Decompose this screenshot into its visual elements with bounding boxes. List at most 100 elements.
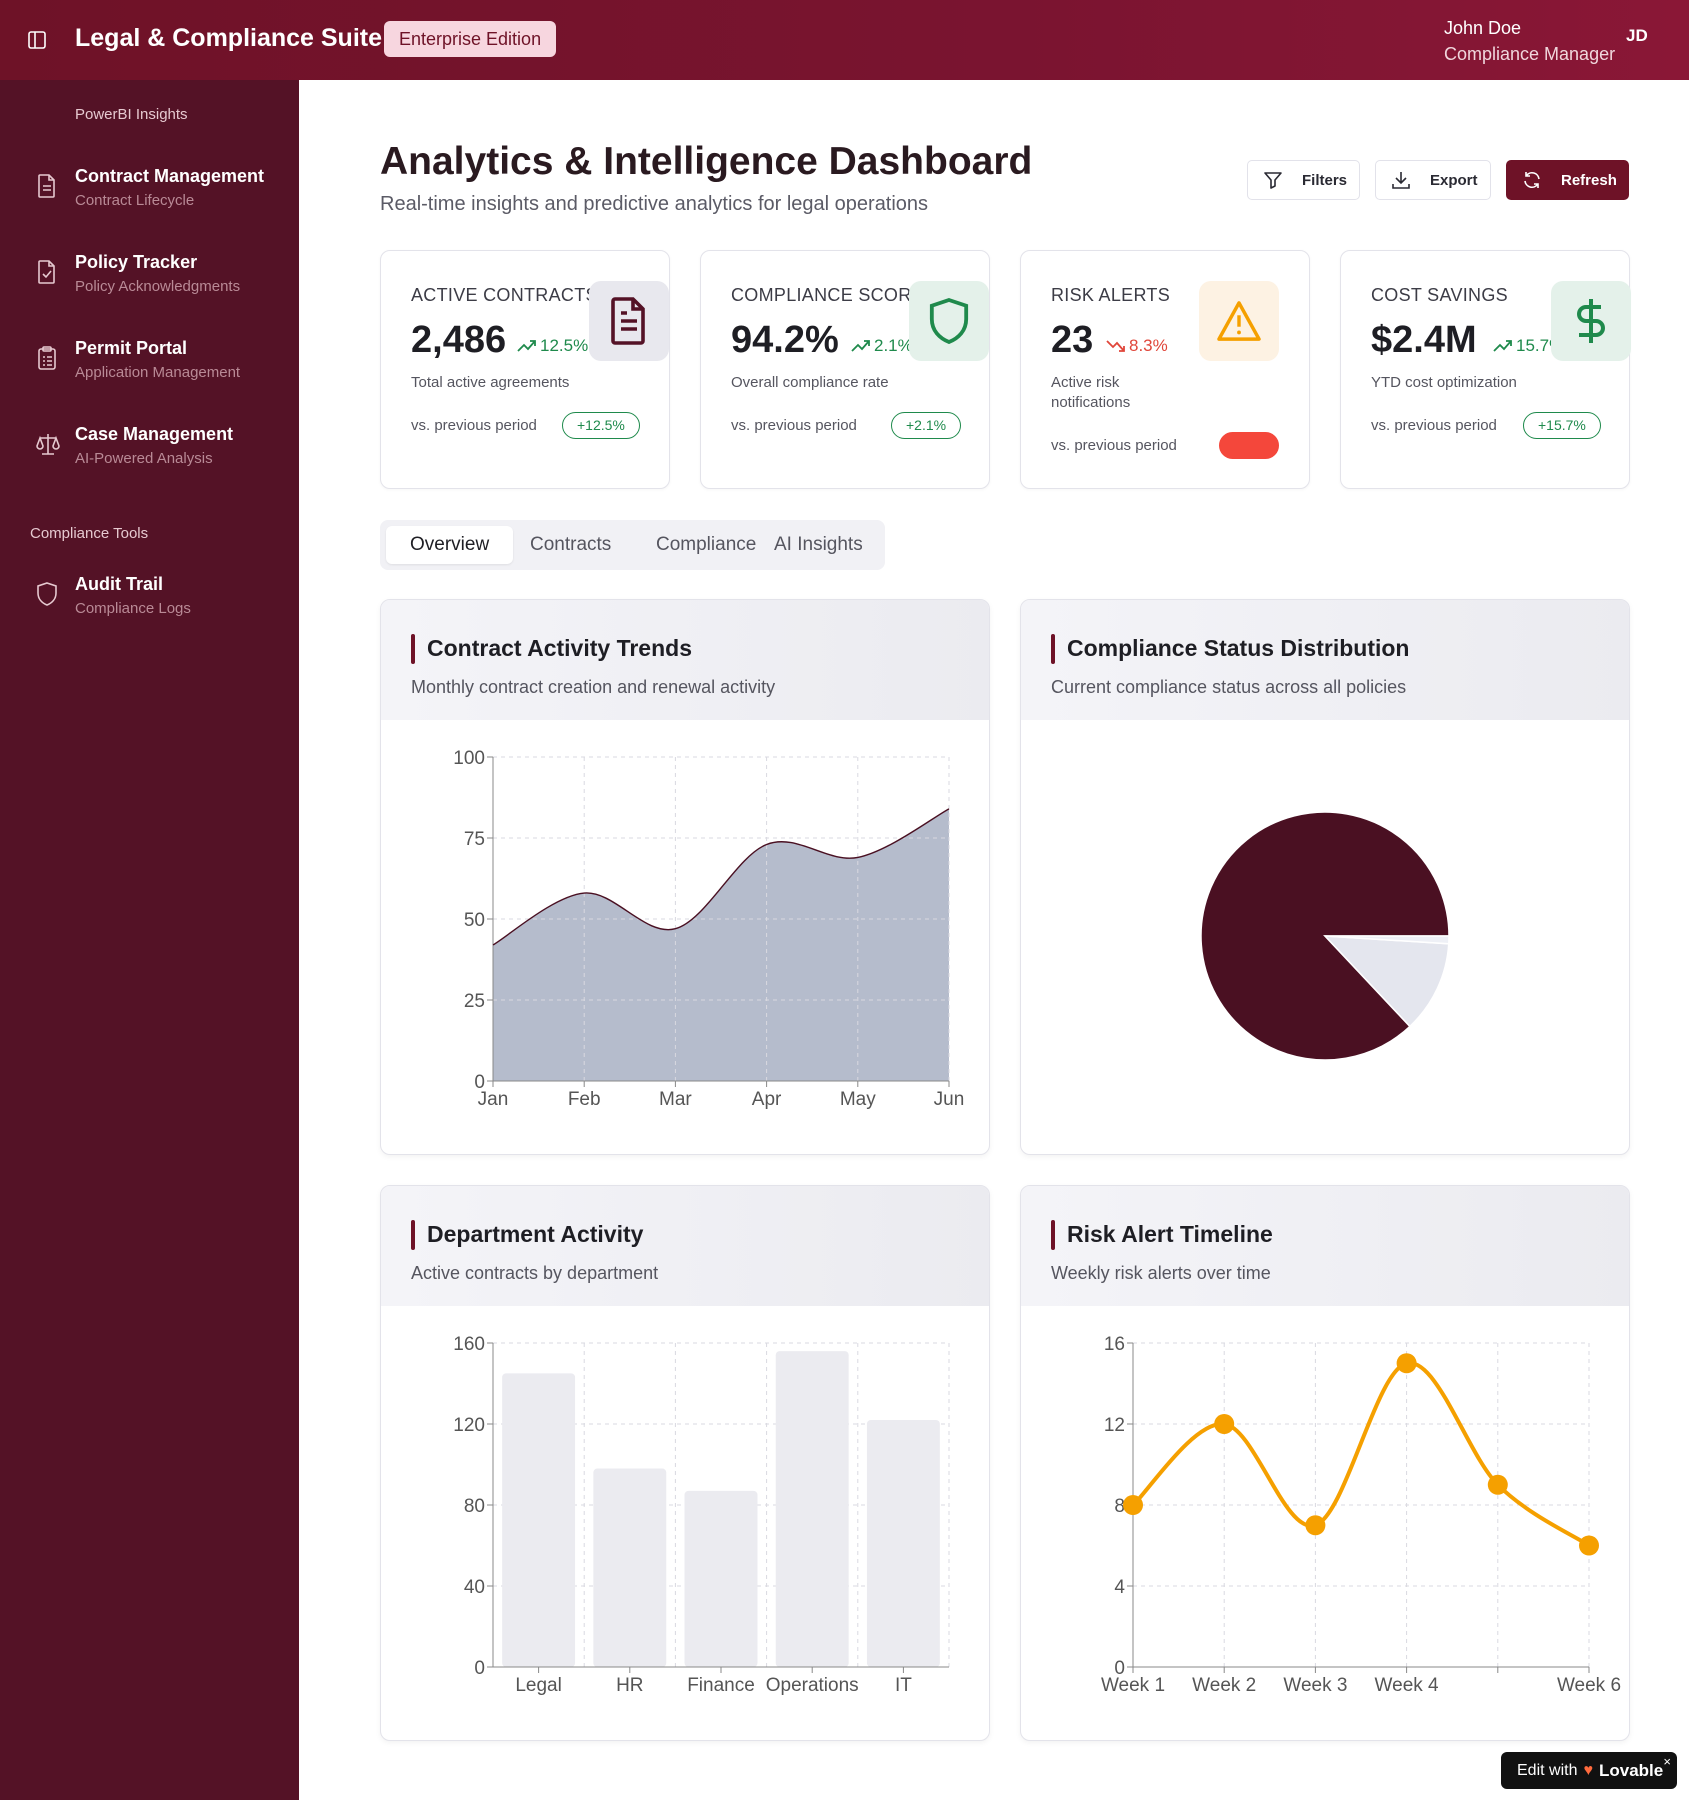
kpi-comparison: vs. previous period <box>1371 417 1497 434</box>
card-subtitle: Current compliance status across all pol… <box>1051 677 1407 697</box>
x-tick-label: May <box>840 1089 876 1110</box>
top-header: Legal & Compliance Suite Enterprise Edit… <box>0 0 1689 80</box>
warning-icon <box>1199 281 1279 361</box>
kpi-change-pill: +15.7% <box>1523 412 1601 439</box>
refresh-button[interactable]: Refresh <box>1506 160 1629 200</box>
sidebar-item-contract-management[interactable]: Contract Management Contract Lifecycle <box>0 160 299 230</box>
data-point <box>1396 1353 1417 1374</box>
sidebar-item-title: Contract Management <box>75 166 265 186</box>
sidebar-item-audit-trail[interactable]: Audit Trail Compliance Logs <box>0 568 299 638</box>
sidebar-item-case-management[interactable]: Case Management AI-Powered Analysis <box>0 418 299 488</box>
card-department-activity: Department Activity Active contracts by … <box>380 1185 990 1741</box>
kpi-label: RISK ALERTS <box>1051 285 1171 305</box>
kpi-change-pill: +2.1% <box>891 412 962 439</box>
sidebar-item-policy-tracker[interactable]: Policy Tracker Policy Acknowledgments <box>0 246 299 316</box>
tab-overview[interactable]: Overview <box>386 526 514 564</box>
accent-bar <box>411 1220 415 1250</box>
user-name: John Doe <box>1444 18 1522 38</box>
kpi-comparison: vs. previous period <box>1051 437 1177 454</box>
y-tick-label: 75 <box>464 829 485 850</box>
accent-bar <box>1051 1220 1055 1250</box>
x-tick-label: Apr <box>752 1089 782 1110</box>
tab-compliance[interactable]: Compliance <box>656 534 757 555</box>
sidebar-item-title: Policy Tracker <box>75 252 198 272</box>
user-role: Compliance Manager <box>1444 44 1616 64</box>
shield-icon <box>909 281 989 361</box>
tab-ai-insights[interactable]: AI Insights <box>774 534 863 555</box>
refresh-label: Refresh <box>1561 171 1617 189</box>
data-point <box>1579 1535 1599 1556</box>
dashboard-tabs: Overview Contracts Compliance AI Insight… <box>380 520 885 570</box>
avatar[interactable]: JD <box>1626 26 1648 45</box>
y-tick-label: 0 <box>474 1658 485 1679</box>
edition-badge: Enterprise Edition <box>384 21 557 57</box>
card-subtitle: Active contracts by department <box>411 1263 659 1283</box>
pie-slice <box>1200 811 1450 1061</box>
document-icon <box>36 174 58 198</box>
pie-slice <box>1324 935 1450 945</box>
filters-label: Filters <box>1302 171 1348 189</box>
kpi-value: 23 <box>1051 319 1094 361</box>
data-point <box>1305 1515 1326 1536</box>
x-tick-label: Week 1 <box>1101 1675 1165 1696</box>
pie-slice <box>1323 935 1450 1028</box>
y-tick-label: 120 <box>453 1415 485 1436</box>
x-tick-label: Jan <box>478 1089 509 1110</box>
sidebar-item-title: Permit Portal <box>75 338 188 358</box>
kpi-description: Overall compliance rate <box>731 374 889 391</box>
sidebar-item-permit-portal[interactable]: Permit Portal Application Management <box>0 332 299 402</box>
x-tick-label: Operations <box>766 1675 859 1696</box>
kpi-trend-value: 12.5% <box>540 336 589 355</box>
kpi-description: Active risk notifications <box>1051 374 1131 411</box>
kpi-trend: 2.1% <box>851 336 913 356</box>
kpi-trend: 8.3% <box>1106 336 1168 356</box>
data-point <box>1214 1414 1235 1434</box>
card-risk-timeline: Risk Alert Timeline Weekly risk alerts o… <box>1020 1185 1630 1741</box>
risk-line-chart: 0 4 8 12 16 Week 1 Week 2 Week 3 Week 4 Week 6 <box>1101 1334 1621 1696</box>
card-title: Contract Activity Trends <box>427 635 692 661</box>
dollar-icon <box>1551 281 1631 361</box>
y-tick-label: 12 <box>1104 1415 1125 1436</box>
file-check-icon <box>36 260 58 284</box>
tab-contracts[interactable]: Contracts <box>530 534 612 555</box>
kpi-comparison: vs. previous period <box>411 417 537 434</box>
y-tick-label: 0 <box>1114 1658 1125 1679</box>
y-tick-label: 80 <box>464 1496 485 1517</box>
kpi-risk-alerts: RISK ALERTS 23 8.3% Active risk notifica… <box>1020 250 1310 489</box>
y-tick-label: 50 <box>464 910 485 931</box>
sidebar-item-subtitle: Policy Acknowledgments <box>75 278 241 295</box>
edit-with-lovable-badge[interactable]: Edit with ♥ Lovable × <box>1501 1752 1677 1789</box>
kpi-change-pill: +12.5% <box>562 412 640 439</box>
sidebar-item-subtitle: AI-Powered Analysis <box>75 450 213 467</box>
x-tick-label: Finance <box>687 1675 755 1696</box>
document-icon <box>589 281 669 361</box>
x-tick-label: IT <box>895 1675 912 1696</box>
page-title: Analytics & Intelligence Dashboard <box>380 140 1033 183</box>
bar <box>684 1490 758 1667</box>
sidebar-toggle-icon[interactable] <box>28 31 46 49</box>
export-button[interactable]: Export <box>1375 160 1491 200</box>
filter-icon <box>1264 172 1282 189</box>
x-tick-label: Feb <box>568 1089 601 1110</box>
card-subtitle: Monthly contract creation and renewal ac… <box>411 677 776 697</box>
lovable-brand: Lovable <box>1598 1760 1664 1780</box>
x-tick-label: Week 6 <box>1557 1675 1621 1696</box>
card-compliance-status: Compliance Status Distribution Current c… <box>1020 599 1630 1155</box>
y-tick-label: 160 <box>453 1334 485 1355</box>
card-contract-activity: Contract Activity Trends Monthly contrac… <box>380 599 990 1155</box>
card-title: Risk Alert Timeline <box>1067 1221 1273 1247</box>
x-tick-label: Week 4 <box>1375 1675 1440 1696</box>
kpi-trend-value: 8.3% <box>1129 336 1168 355</box>
close-icon[interactable]: × <box>1663 1754 1671 1769</box>
trend-up-icon <box>851 340 870 352</box>
filters-button[interactable]: Filters <box>1247 160 1360 200</box>
heart-icon: ♥ <box>1583 1761 1593 1779</box>
x-tick-label: Mar <box>659 1089 692 1110</box>
app-title: Legal & Compliance Suite <box>75 24 383 52</box>
x-tick-label: Jun <box>934 1089 965 1110</box>
accent-bar <box>1051 634 1055 664</box>
kpi-change-pill <box>1219 432 1279 459</box>
kpi-label: ACTIVE CONTRACTS <box>411 285 598 305</box>
kpi-active-contracts: ACTIVE CONTRACTS 2,486 12.5% Total activ… <box>380 250 670 489</box>
trend-down-icon <box>1106 340 1125 352</box>
